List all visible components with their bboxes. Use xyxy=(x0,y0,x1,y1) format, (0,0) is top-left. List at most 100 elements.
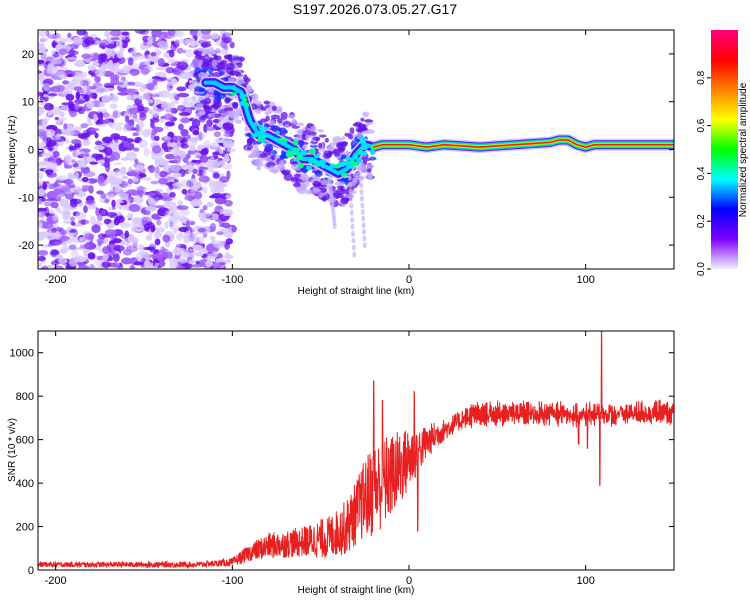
spectrogram-noise-blob xyxy=(195,260,200,265)
spectrogram-noise-blob xyxy=(41,37,49,42)
spectrogram-noise-blob xyxy=(188,259,196,264)
spectrogram-noise-blob xyxy=(198,116,208,120)
spectrogram-noise-blob xyxy=(112,110,119,118)
spectrogram-noise-blob xyxy=(212,262,222,269)
spectrogram-noise-blob xyxy=(107,59,114,69)
spectrogram-streak-blob xyxy=(350,223,355,230)
spectrogram-noise-blob xyxy=(198,236,204,245)
spectrogram-transition-blob xyxy=(254,148,261,153)
spectrogram-streak-blob xyxy=(349,202,354,209)
spectrogram-noise-blob xyxy=(176,61,189,70)
spectrogram-transition-blob xyxy=(196,55,206,61)
spectrogram-noise-blob xyxy=(192,130,200,136)
spectrogram-noise-blob xyxy=(222,254,234,260)
spectrogram-noise-blob xyxy=(150,51,157,57)
spectrogram-transition-blob xyxy=(299,140,304,147)
spectrogram-noise-blob xyxy=(209,155,215,162)
spectrogram-noise-blob xyxy=(87,252,96,260)
spectrogram-peak-spot xyxy=(251,132,258,138)
spectrogram-noise-blob xyxy=(110,37,120,41)
spectrogram-peak-spot xyxy=(338,161,346,167)
spectrogram-noise-blob xyxy=(159,170,168,178)
spectrogram-noise-blob xyxy=(189,235,200,244)
spectrogram-noise-blob xyxy=(151,128,157,136)
spectrogram-peak-spot xyxy=(239,93,244,100)
spectrogram-noise-blob xyxy=(118,70,130,74)
spectrogram-noise-blob xyxy=(38,231,50,238)
spectrogram-noise-blob xyxy=(114,200,124,204)
spectrogram-transition-blob xyxy=(334,192,343,199)
spectrogram-noise-blob xyxy=(129,50,138,57)
spectrogram-noise-blob xyxy=(83,170,96,178)
spectrogram-noise-blob xyxy=(44,202,51,207)
spectrogram-transition-blob xyxy=(214,90,222,99)
spectrogram-noise-blob xyxy=(68,144,74,152)
spectrogram-noise-blob xyxy=(68,232,75,238)
spectrogram-noise-blob xyxy=(116,40,123,48)
spectrogram-peak-spot xyxy=(299,150,307,156)
spectrogram-noise-blob xyxy=(173,145,180,153)
spectrogram-noise-blob xyxy=(197,173,203,177)
spectrogram-noise-blob xyxy=(143,223,151,231)
spectrogram-noise-blob xyxy=(197,227,206,233)
spectrogram-transition-blob xyxy=(203,106,212,112)
spectrogram-noise-blob xyxy=(222,163,233,170)
spectrogram-noise-blob xyxy=(157,58,165,66)
spectrogram-noise-blob xyxy=(112,253,120,262)
colorbar-tick-label: 0.0 xyxy=(696,262,707,276)
spectrogram-noise-blob xyxy=(188,169,193,174)
spectrogram-noise-blob xyxy=(195,50,200,56)
spectrogram-noise-blob xyxy=(101,94,111,104)
spectrogram-peak-spot xyxy=(308,148,317,155)
spectrogram-noise-blob xyxy=(153,135,160,142)
spectrogram-noise-blob xyxy=(102,70,115,77)
spectrogram-noise-blob xyxy=(205,243,216,252)
spectrogram-noise-blob xyxy=(210,32,220,40)
spectrogram-noise-blob xyxy=(178,123,184,131)
spectrogram-noise-blob xyxy=(150,180,159,185)
spectrogram-noise-blob xyxy=(113,245,125,252)
spectrogram-noise-blob xyxy=(84,233,95,240)
spectrogram-noise-blob xyxy=(69,198,78,208)
spectrogram-noise-blob xyxy=(55,133,61,141)
spectrogram-noise-blob xyxy=(91,224,101,233)
spectrogram-noise-blob xyxy=(93,220,102,225)
spectrogram-noise-blob xyxy=(125,115,130,123)
spectrogram-noise-blob xyxy=(219,48,229,55)
spectrogram-transition-blob xyxy=(260,106,267,111)
spectrogram-noise-blob xyxy=(175,182,180,186)
spectrogram-noise-blob xyxy=(74,171,80,180)
spectrogram-noise-blob xyxy=(73,143,82,149)
spectrogram-noise-blob xyxy=(110,151,121,161)
spectrogram-noise-blob xyxy=(83,205,88,213)
spectrogram-noise-blob xyxy=(170,40,176,46)
colorbar-tick-label: 0.2 xyxy=(696,214,707,228)
spectrogram-noise-blob xyxy=(104,229,117,237)
spectrogram-transition-blob xyxy=(319,179,329,186)
spectrogram-noise-blob xyxy=(188,181,194,188)
spectrogram-noise-blob xyxy=(209,195,218,199)
spectrogram-noise-blob xyxy=(47,110,52,117)
spectrogram-noise-blob xyxy=(177,92,190,98)
spectrogram-transition-blob xyxy=(293,173,302,178)
spectrogram-noise-blob xyxy=(149,117,160,123)
spectrogram-noise-blob xyxy=(38,70,43,74)
spectrogram-noise-blob xyxy=(222,209,234,217)
spectrogram-noise-blob xyxy=(81,187,93,191)
spectrogram-noise-blob xyxy=(71,159,76,164)
y-tick-label: 1000 xyxy=(10,348,34,360)
snr-series-line xyxy=(38,331,674,570)
spectrogram-noise-blob xyxy=(124,230,130,239)
spectrogram-noise-blob xyxy=(124,215,134,219)
spectrogram-transition-blob xyxy=(341,198,349,205)
spectrogram-noise-blob xyxy=(93,113,98,123)
spectrogram-streak-blob xyxy=(360,209,365,216)
spectrogram-noise-blob xyxy=(152,102,158,111)
spectrogram-transition-blob xyxy=(341,136,346,141)
spectrogram-transition-blob xyxy=(280,111,288,120)
spectrogram-transition-blob xyxy=(194,86,205,92)
spectrogram-peak-spot xyxy=(258,129,267,134)
spectrogram-noise-blob xyxy=(63,220,73,224)
spectrogram-noise-blob xyxy=(148,266,159,269)
spectrogram-transition-blob xyxy=(318,142,323,149)
